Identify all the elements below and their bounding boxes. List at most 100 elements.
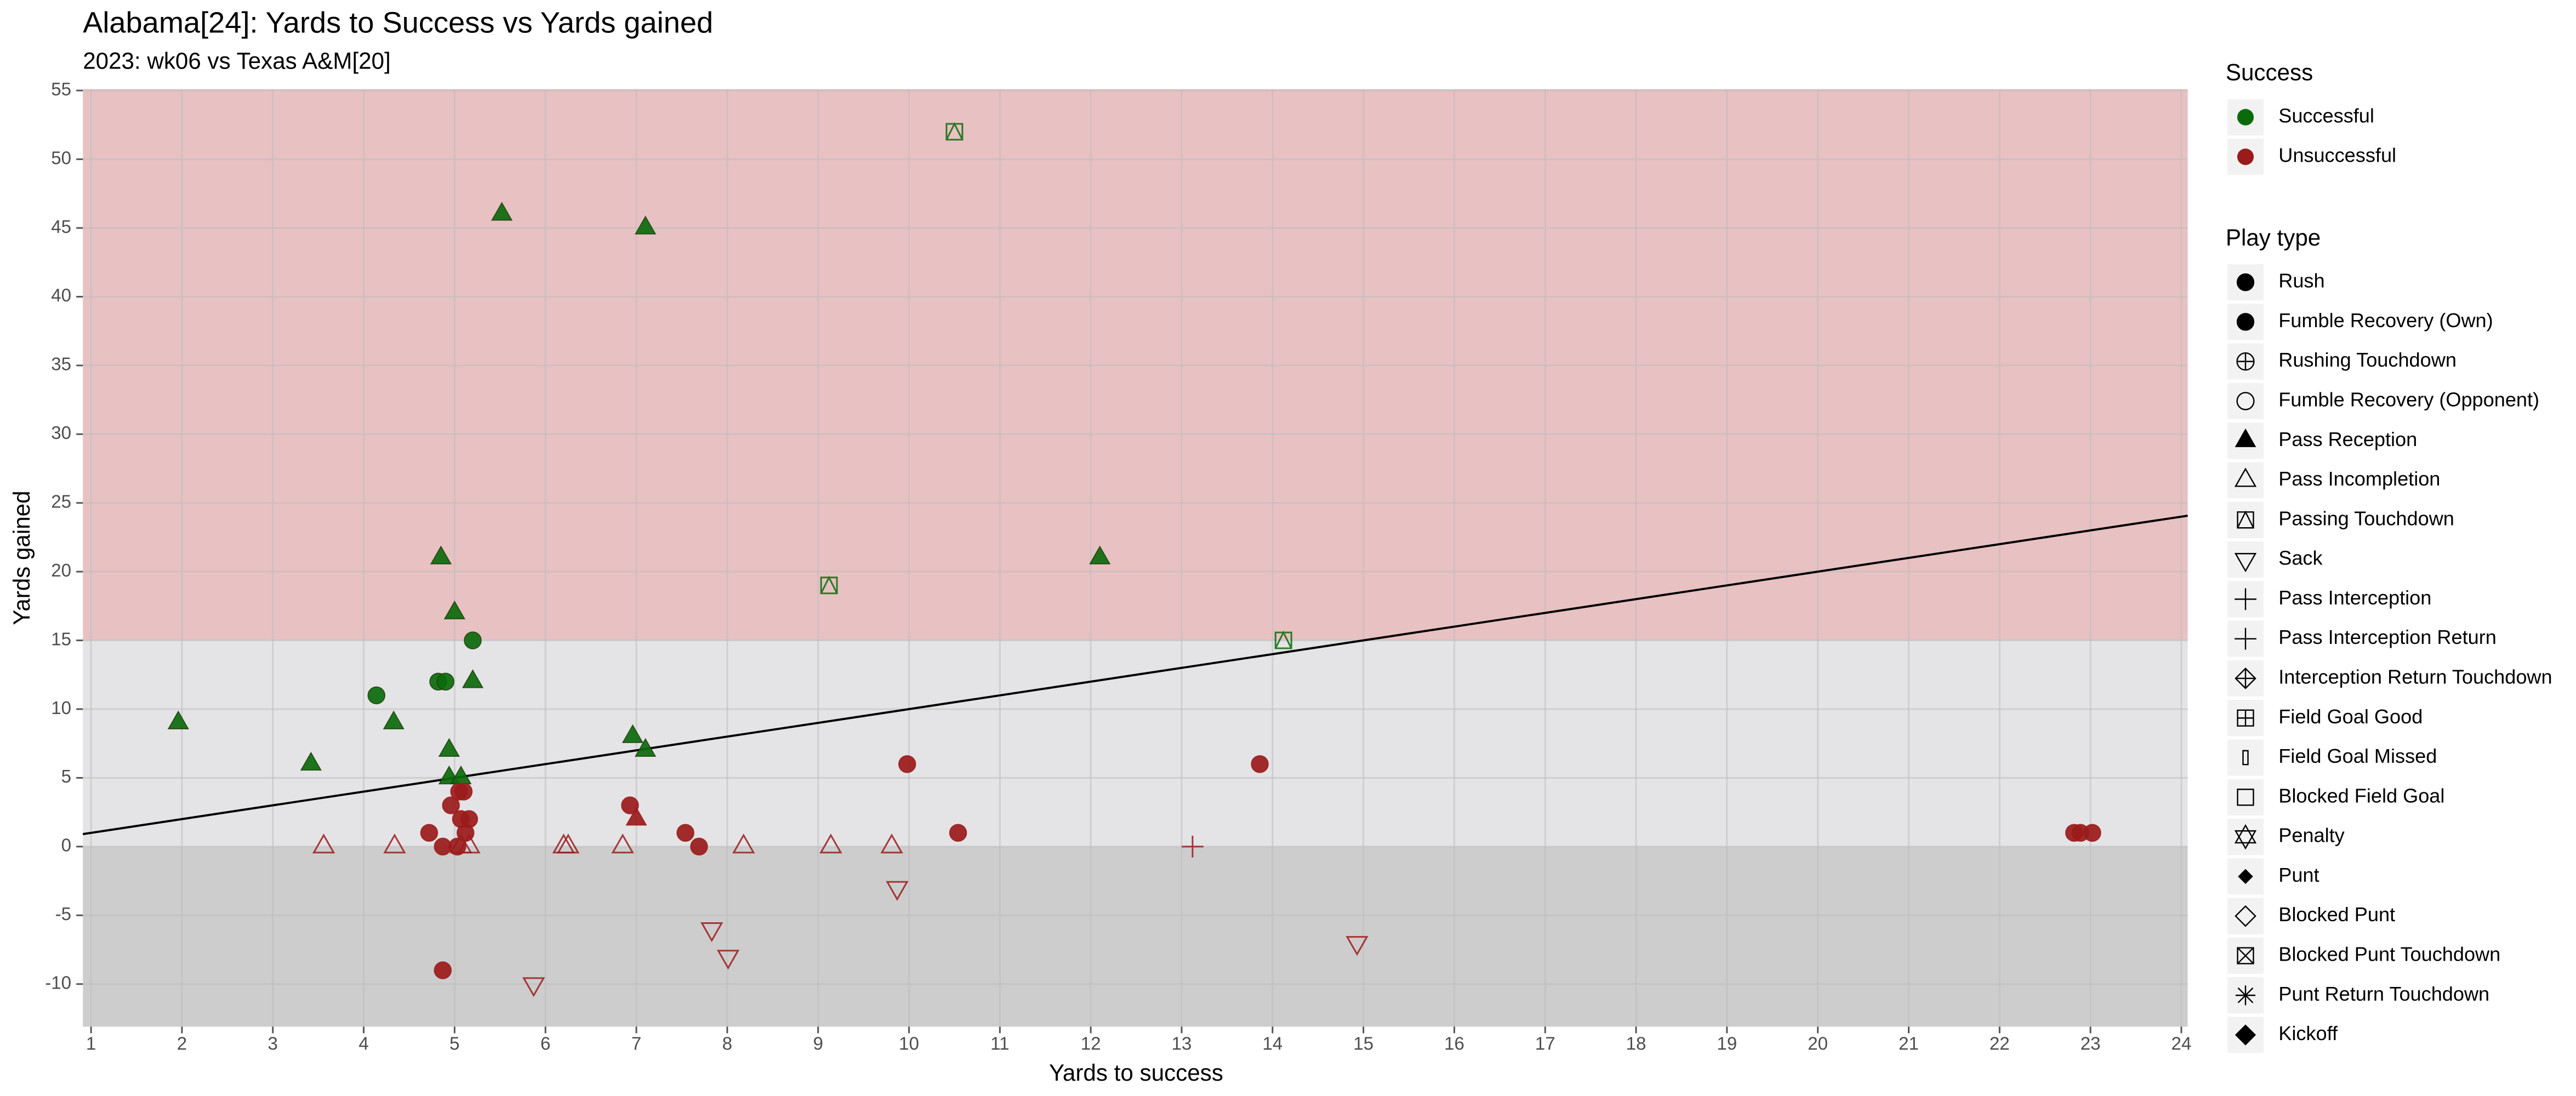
x-tick-label: 13 bbox=[1172, 1034, 1192, 1054]
x-tick-label: 14 bbox=[1262, 1034, 1283, 1054]
data-point bbox=[367, 686, 386, 705]
x-tick-label: 16 bbox=[1444, 1034, 1464, 1054]
x-tick-label: 19 bbox=[1717, 1034, 1737, 1054]
data-point bbox=[436, 672, 455, 691]
data-point bbox=[443, 600, 466, 620]
y-axis-label: Yards gained bbox=[9, 490, 35, 625]
legend-label: Field Goal Missed bbox=[2278, 745, 2437, 767]
x-tick-label: 2 bbox=[177, 1034, 187, 1054]
band bbox=[83, 846, 2188, 1027]
legend-swatch bbox=[2235, 905, 2256, 927]
x-tick-label: 6 bbox=[540, 1034, 550, 1054]
legend-swatch bbox=[2236, 392, 2255, 410]
legend-title: Play type bbox=[2226, 225, 2321, 250]
legend-label: Field Goal Good bbox=[2278, 705, 2423, 728]
legend-label: Rush bbox=[2278, 270, 2324, 292]
y-tick-label: 45 bbox=[51, 217, 71, 237]
legend-label: Blocked Punt Touchdown bbox=[2278, 943, 2500, 966]
data-point bbox=[1251, 755, 1269, 773]
band bbox=[83, 640, 2188, 847]
data-point bbox=[383, 834, 406, 854]
y-tick-label: 5 bbox=[61, 767, 71, 787]
legend-label: Interception Return Touchdown bbox=[2278, 665, 2552, 688]
x-tick-label: 23 bbox=[2081, 1034, 2101, 1054]
data-point bbox=[819, 834, 842, 854]
x-tick-label: 1 bbox=[86, 1034, 96, 1054]
data-point bbox=[2083, 824, 2101, 842]
legend-label: Punt bbox=[2278, 864, 2319, 886]
y-tick-label: 10 bbox=[51, 698, 71, 718]
y-tick-label: 0 bbox=[61, 836, 71, 856]
data-point bbox=[1181, 835, 1204, 858]
legend-label: Unsuccessful bbox=[2278, 144, 2396, 167]
x-tick-label: 15 bbox=[1353, 1034, 1374, 1054]
legend-label: Pass Reception bbox=[2278, 428, 2417, 450]
data-point bbox=[898, 755, 916, 773]
legend-swatch bbox=[2234, 824, 2257, 850]
legend-label: Sack bbox=[2278, 547, 2323, 569]
x-tick-label: 9 bbox=[813, 1034, 823, 1054]
legend-label: Blocked Punt bbox=[2278, 903, 2395, 926]
legend-swatch bbox=[2237, 109, 2254, 125]
x-tick-label: 18 bbox=[1626, 1034, 1646, 1054]
data-point bbox=[945, 122, 964, 141]
legend-swatch bbox=[2235, 667, 2256, 689]
data-point bbox=[300, 751, 322, 771]
legend-label: Punt Return Touchdown bbox=[2278, 983, 2489, 1005]
data-point bbox=[690, 837, 708, 856]
data-point bbox=[732, 834, 755, 854]
data-point bbox=[522, 977, 545, 997]
data-point bbox=[611, 834, 634, 854]
legend-swatch bbox=[2237, 510, 2254, 529]
y-tick-label: 55 bbox=[51, 79, 71, 100]
y-tick-label: 25 bbox=[51, 492, 71, 512]
data-point bbox=[676, 824, 694, 842]
data-point bbox=[625, 807, 647, 826]
data-point bbox=[716, 950, 740, 970]
y-tick-label: 40 bbox=[51, 286, 71, 306]
data-point bbox=[167, 710, 189, 729]
x-axis-label: Yards to success bbox=[1049, 1060, 1223, 1086]
data-point bbox=[634, 738, 657, 757]
x-tick-label: 11 bbox=[990, 1034, 1009, 1054]
data-point bbox=[383, 710, 404, 729]
legend-swatch bbox=[2237, 709, 2254, 727]
legend-swatch bbox=[2237, 149, 2254, 165]
data-point bbox=[820, 575, 838, 595]
data-point bbox=[491, 202, 513, 221]
legend-swatch bbox=[2237, 789, 2254, 806]
legend-swatch bbox=[2242, 750, 2249, 766]
legend-swatch bbox=[2235, 627, 2256, 650]
legend-swatch bbox=[2235, 985, 2256, 1006]
y-tick-label: -5 bbox=[55, 904, 71, 924]
legend-swatch bbox=[2235, 1024, 2256, 1046]
legend-swatch bbox=[2234, 553, 2257, 573]
data-point bbox=[442, 796, 460, 814]
legend-swatch bbox=[2234, 467, 2257, 487]
legend-swatch bbox=[2235, 428, 2256, 447]
legend-swatch bbox=[2237, 947, 2254, 964]
legend-label: Penalty bbox=[2278, 824, 2345, 847]
x-tick-label: 17 bbox=[1535, 1034, 1555, 1054]
legend-label: Kickoff bbox=[2278, 1022, 2338, 1044]
data-point bbox=[430, 545, 452, 564]
data-point bbox=[1089, 545, 1111, 564]
legend-key bbox=[2227, 739, 2264, 776]
legend-swatch bbox=[2236, 273, 2255, 292]
x-tick-label: 21 bbox=[1899, 1034, 1919, 1054]
x-tick-label: 22 bbox=[1990, 1034, 2010, 1054]
data-point bbox=[448, 837, 466, 856]
legend-swatch bbox=[2236, 313, 2255, 331]
legend-label: Pass Interception bbox=[2278, 586, 2431, 609]
x-tick-label: 24 bbox=[2172, 1034, 2192, 1054]
reference-line bbox=[82, 515, 2188, 835]
legend-label: Successful bbox=[2278, 104, 2374, 127]
legend-key bbox=[2227, 898, 2264, 934]
legend-key bbox=[2227, 501, 2264, 538]
legend-label: Pass Incompletion bbox=[2278, 467, 2440, 490]
legend-title: Success bbox=[2226, 60, 2313, 85]
x-tick-label: 7 bbox=[631, 1034, 641, 1054]
data-point bbox=[458, 834, 481, 854]
